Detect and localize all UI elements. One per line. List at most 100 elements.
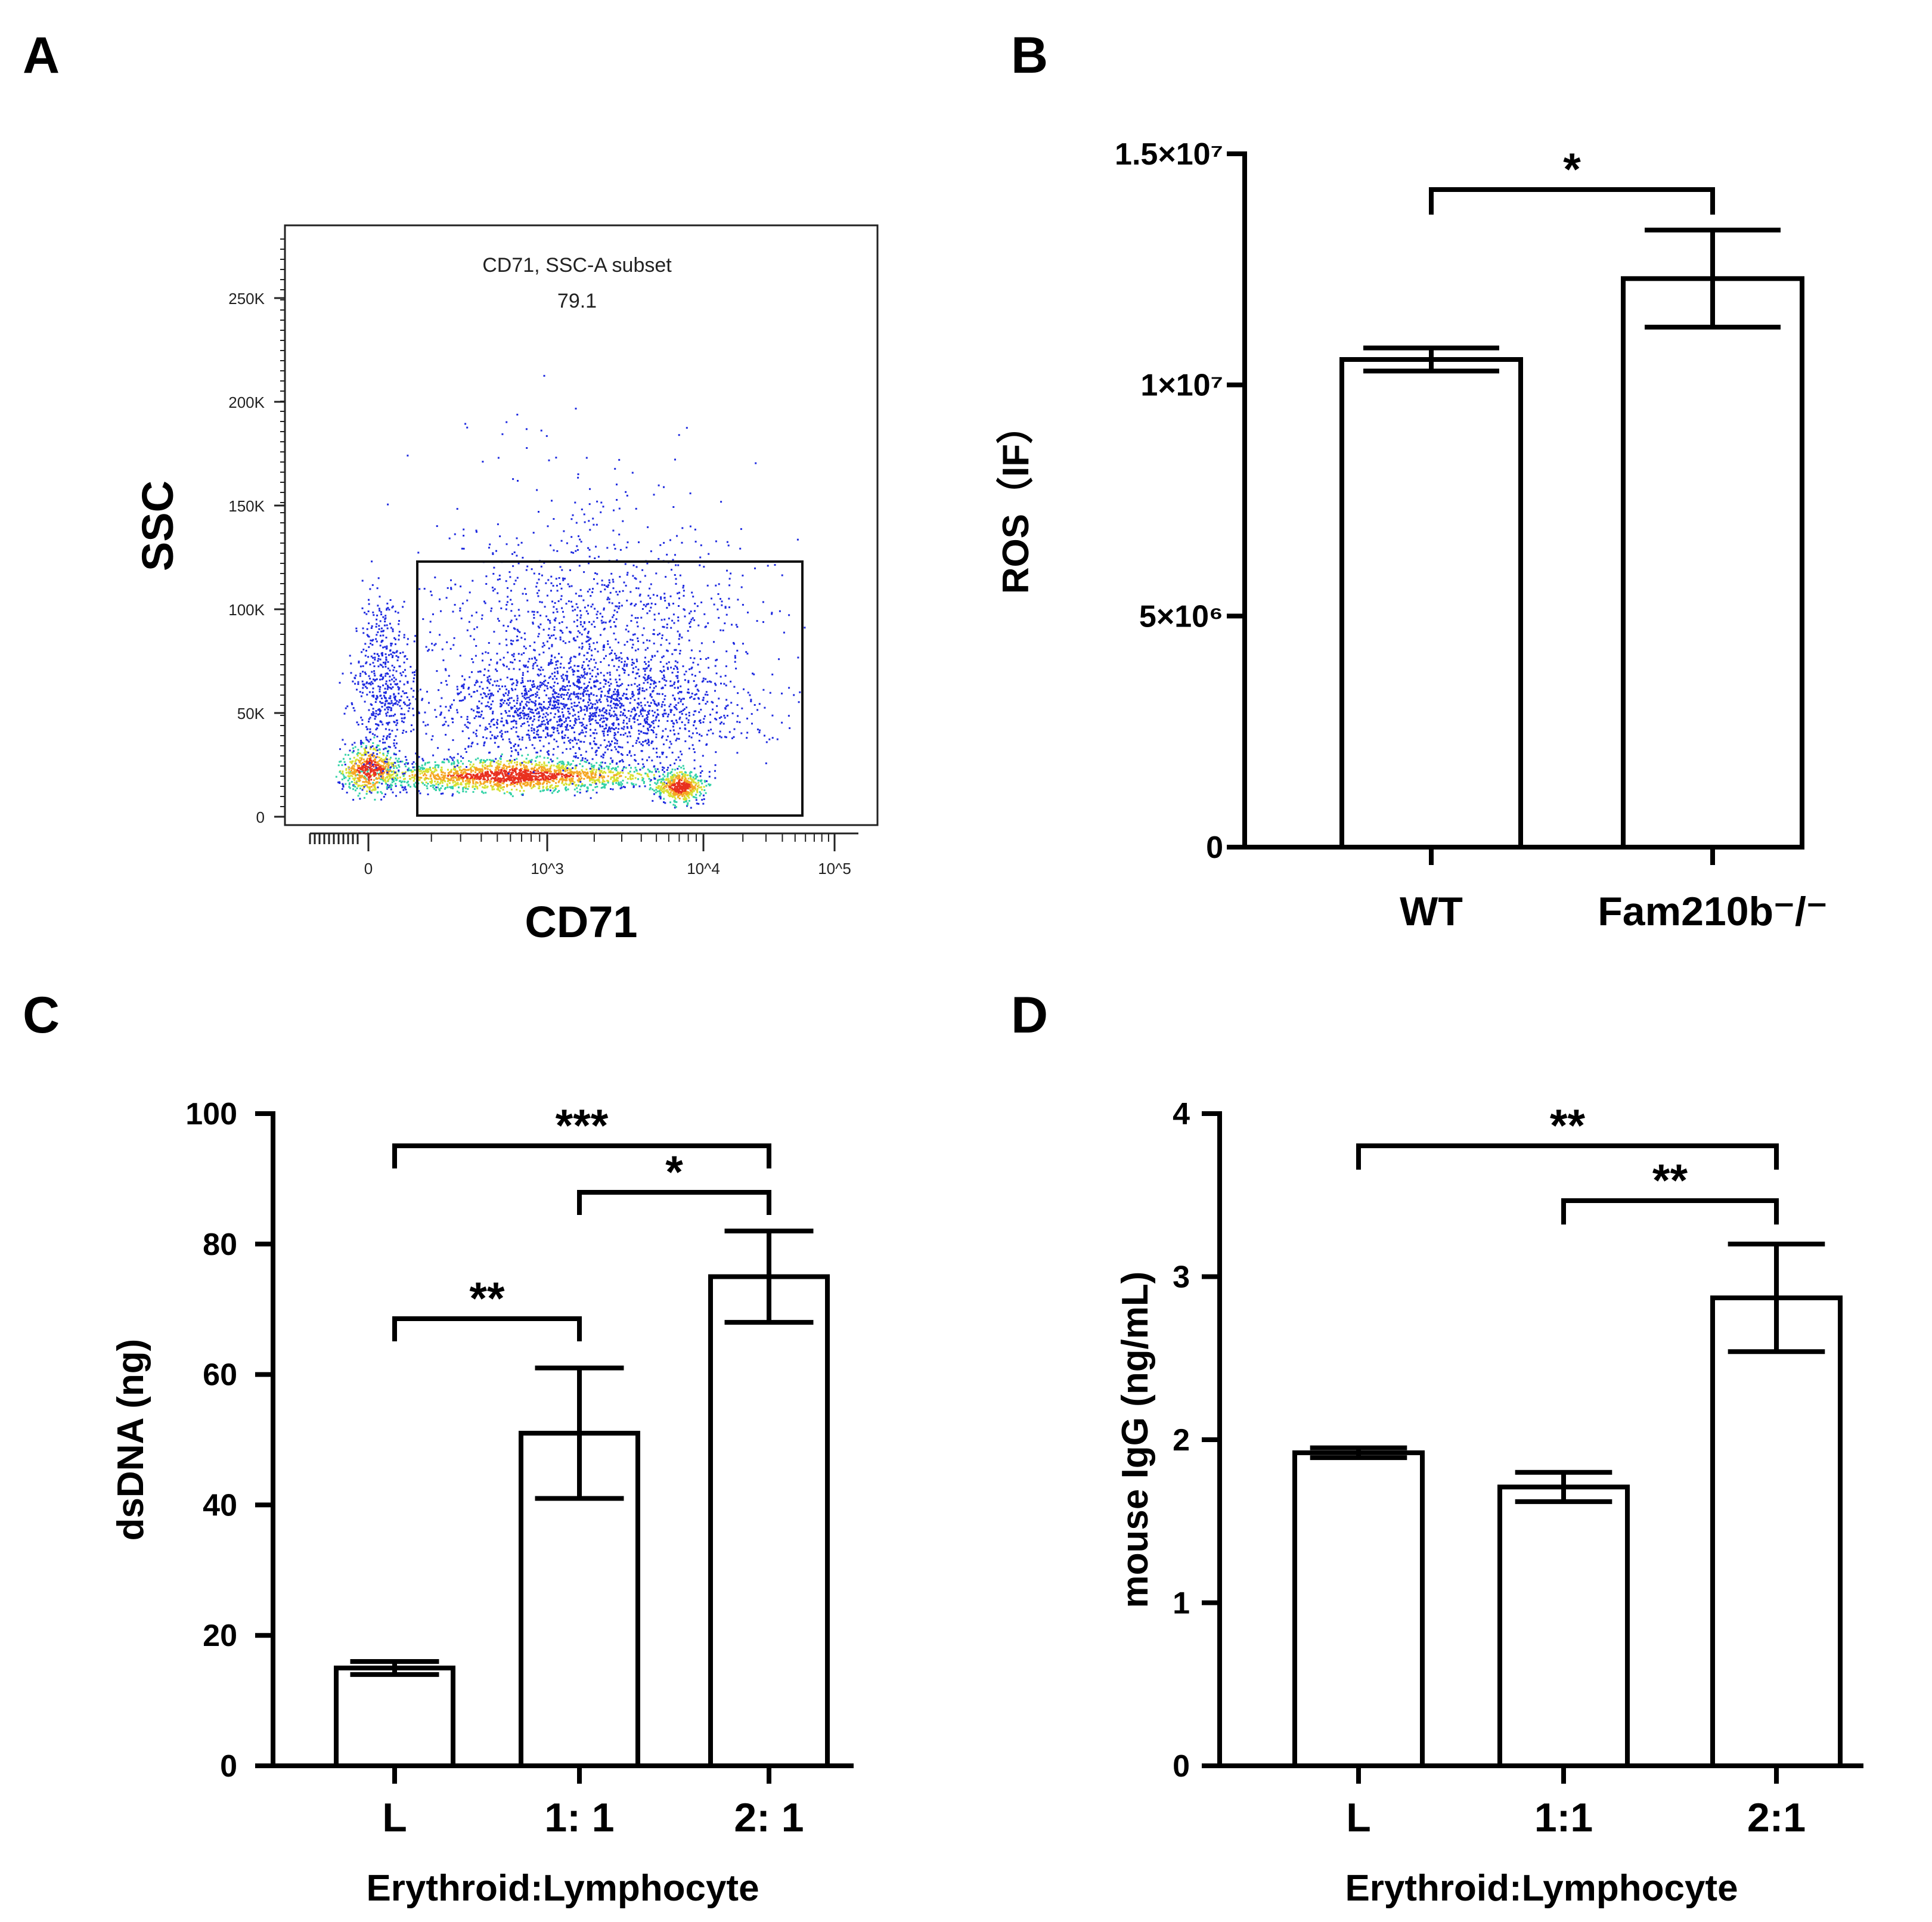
flow-event-dot xyxy=(519,773,521,776)
flow-event-dot xyxy=(603,767,606,770)
flow-event-dot xyxy=(351,762,353,764)
flow-event-dot xyxy=(788,687,790,689)
flow-event-dot xyxy=(469,676,471,678)
flow-event-dot xyxy=(715,540,717,542)
flow-event-dot xyxy=(579,631,581,634)
flow-event-dot xyxy=(485,726,487,728)
flow-event-dot xyxy=(358,759,360,761)
flow-event-dot xyxy=(435,789,437,791)
flow-event-dot xyxy=(658,703,660,706)
flow-event-dot xyxy=(615,739,617,740)
flow-event-dot xyxy=(589,678,591,680)
flow-event-dot xyxy=(541,723,544,726)
flow-event-dot xyxy=(625,767,627,769)
flow-event-dot xyxy=(621,759,624,761)
flow-event-dot xyxy=(500,705,501,708)
flow-event-dot xyxy=(476,782,479,784)
flow-event-dot xyxy=(634,767,637,769)
flow-event-dot xyxy=(546,785,548,788)
flow-event-dot xyxy=(519,762,522,764)
flow-event-dot xyxy=(669,791,672,793)
flow-event-dot xyxy=(590,797,592,799)
flow-event-dot xyxy=(660,785,663,788)
flow-event-dot xyxy=(421,698,424,700)
flow-event-dot xyxy=(352,784,355,786)
flow-event-dot xyxy=(656,715,658,718)
flow-event-dot xyxy=(674,574,676,576)
flow-event-dot xyxy=(359,768,362,770)
flow-event-dot xyxy=(680,698,683,700)
flow-event-dot xyxy=(387,773,389,776)
flow-event-dot xyxy=(529,708,532,711)
flow-event-dot xyxy=(492,724,495,726)
flow-event-dot xyxy=(544,707,547,709)
flow-event-dot xyxy=(362,787,365,789)
flow-event-dot xyxy=(572,739,574,742)
flow-event-dot xyxy=(694,788,696,790)
flow-event-dot xyxy=(415,698,417,700)
flow-event-dot xyxy=(551,792,553,794)
flow-event-dot xyxy=(511,795,514,798)
flow-event-dot xyxy=(694,710,697,712)
flow-event-dot xyxy=(499,659,501,661)
flow-event-dot xyxy=(357,785,359,788)
flow-event-dot xyxy=(658,681,660,683)
flow-event-dot xyxy=(507,776,510,779)
flow-event-dot xyxy=(418,779,421,781)
flow-event-dot xyxy=(531,709,534,711)
flow-event-dot xyxy=(556,785,558,788)
flow-event-dot xyxy=(382,754,384,757)
flow-event-dot xyxy=(661,751,663,754)
flow-event-dot xyxy=(464,787,467,789)
flow-event-dot xyxy=(612,767,614,769)
flow-event-dot xyxy=(435,774,438,776)
flow-event-dot xyxy=(531,730,533,732)
flow-event-dot xyxy=(488,664,491,666)
flow-event-dot xyxy=(681,776,683,779)
flow-event-dot xyxy=(362,771,365,774)
flow-event-dot xyxy=(610,770,612,772)
flow-event-dot xyxy=(563,768,566,770)
flow-event-dot xyxy=(561,775,563,777)
flow-event-dot xyxy=(647,712,650,714)
flow-event-dot xyxy=(646,742,649,745)
flow-event-dot xyxy=(545,764,547,767)
flow-event-dot xyxy=(472,661,475,664)
flow-event-dot xyxy=(469,779,471,782)
flow-event-dot xyxy=(603,739,606,742)
flow-event-dot xyxy=(539,669,541,671)
flow-event-dot xyxy=(353,757,355,759)
flow-event-dot xyxy=(379,767,381,769)
flow-event-dot xyxy=(396,777,399,779)
flow-event-dot xyxy=(509,784,511,786)
flow-event-dot xyxy=(550,686,551,689)
flow-event-dot xyxy=(547,774,550,777)
flow-event-dot xyxy=(477,671,479,673)
flow-event-dot xyxy=(455,783,457,785)
flow-event-dot xyxy=(591,675,593,677)
flow-event-dot xyxy=(488,723,491,725)
flow-event-dot xyxy=(678,605,680,607)
flow-event-dot xyxy=(403,600,405,603)
flow-event-dot xyxy=(351,781,353,783)
flow-event-dot xyxy=(568,708,570,710)
flow-event-dot xyxy=(603,711,606,714)
flow-event-dot xyxy=(644,740,646,742)
flow-event-dot xyxy=(561,687,563,690)
flow-event-dot xyxy=(565,689,567,691)
flow-event-dot xyxy=(576,771,578,774)
flow-event-dot xyxy=(669,792,672,795)
flow-event-dot xyxy=(647,740,650,742)
flow-event-dot xyxy=(566,783,568,786)
flow-event-dot xyxy=(614,768,616,771)
flow-event-dot xyxy=(448,709,450,712)
flow-event-dot xyxy=(702,755,704,757)
flow-event-dot xyxy=(404,777,406,780)
flow-event-dot xyxy=(650,678,652,681)
flow-event-dot xyxy=(702,696,705,699)
flow-event-dot xyxy=(557,767,560,769)
flow-event-dot xyxy=(413,766,415,768)
flow-event-dot xyxy=(365,760,368,762)
flow-event-dot xyxy=(370,771,372,773)
flow-event-dot xyxy=(500,720,503,723)
